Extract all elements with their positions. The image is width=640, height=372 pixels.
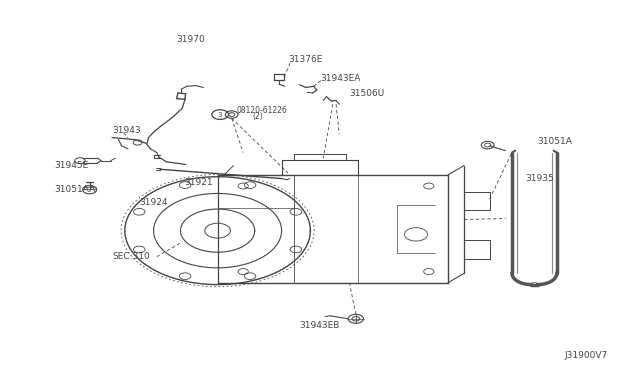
Text: 31943EA: 31943EA bbox=[320, 74, 360, 83]
Text: 31945E: 31945E bbox=[54, 161, 89, 170]
Text: 31970: 31970 bbox=[177, 35, 205, 44]
Text: SEC.310: SEC.310 bbox=[113, 252, 150, 261]
Text: (2): (2) bbox=[253, 112, 264, 121]
Text: 31051A: 31051A bbox=[538, 137, 572, 146]
Text: 31924: 31924 bbox=[140, 198, 168, 207]
Text: 08120-61226: 08120-61226 bbox=[237, 106, 287, 115]
Text: 31943: 31943 bbox=[112, 126, 141, 135]
Text: 31935: 31935 bbox=[525, 174, 554, 183]
Text: 3: 3 bbox=[218, 112, 223, 118]
Text: 31943EB: 31943EB bbox=[299, 321, 339, 330]
Text: 31051AA: 31051AA bbox=[54, 185, 95, 194]
Text: 31506U: 31506U bbox=[349, 89, 384, 97]
Text: 31376E: 31376E bbox=[288, 55, 323, 64]
Text: J31900V7: J31900V7 bbox=[564, 351, 608, 360]
Text: 31921: 31921 bbox=[184, 178, 212, 187]
